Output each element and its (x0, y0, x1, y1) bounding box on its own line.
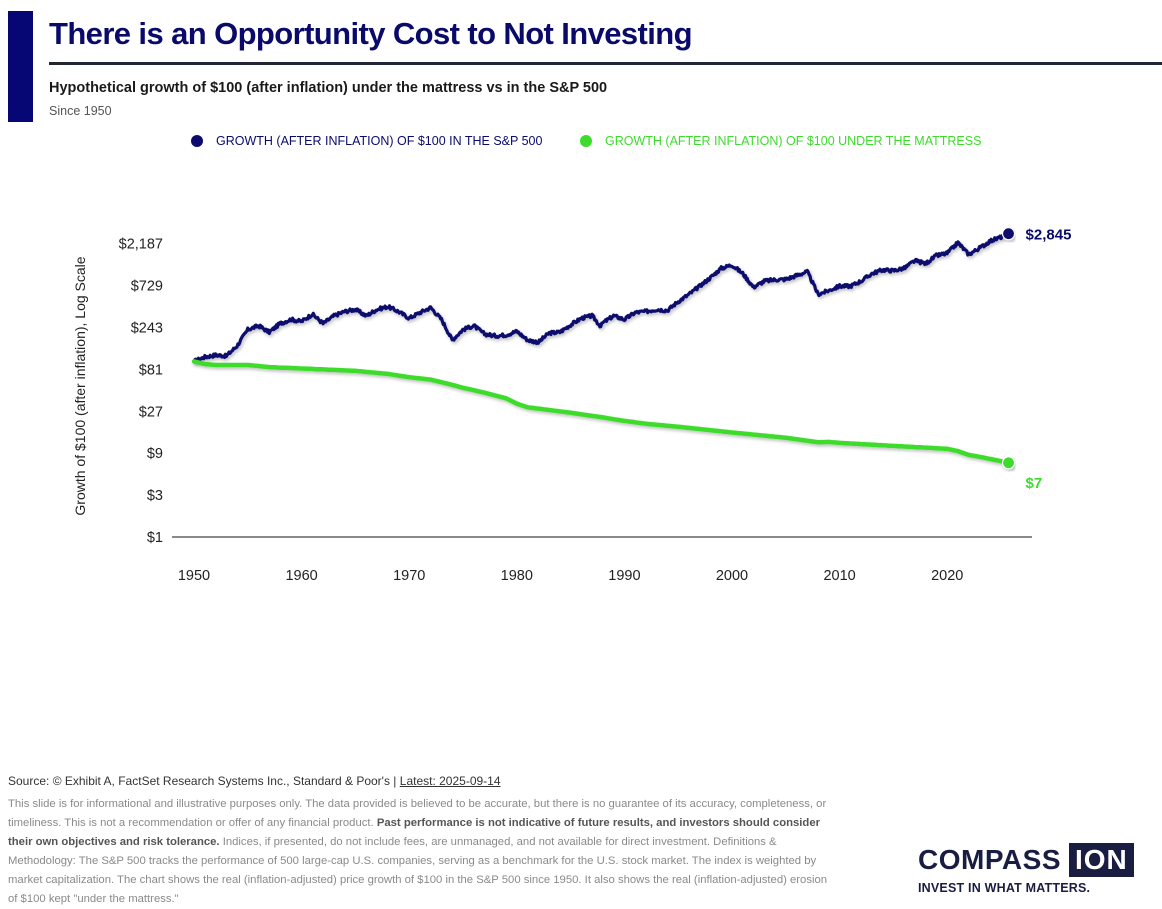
x-tick-label: 1950 (178, 568, 210, 584)
y-tick-label: $81 (139, 362, 163, 378)
mattress-end-label: $7 (1026, 475, 1043, 492)
chart-subtitle: Hypothetical growth of $100 (after infla… (49, 80, 608, 96)
title-divider (49, 62, 1162, 65)
y-tick-label: $729 (131, 279, 163, 295)
legend-label-sp500: GROWTH (AFTER INFLATION) OF $100 IN THE … (216, 134, 543, 148)
latest-date-link[interactable]: Latest: 2025-09-14 (399, 774, 501, 788)
y-tick-label: $2,187 (119, 237, 163, 253)
x-tick-label: 1980 (501, 568, 533, 584)
logo-text-compass: COMPASS (918, 844, 1061, 875)
logo-text-ion: ION (1069, 843, 1134, 877)
logo-tagline: INVEST IN WHAT MATTERS. (918, 881, 1091, 895)
series-group: $2,845 $7 (191, 227, 1072, 492)
x-tick-label: 2010 (823, 568, 855, 584)
disclaimer-text-2: Indices, if presented, do not include fe… (8, 836, 828, 905)
x-tick-label: 1960 (285, 568, 317, 584)
y-axis-ticks: $1 $3 $9 $27 $81 $243 $729 $2,187 (119, 237, 163, 546)
y-tick-label: $3 (147, 488, 163, 504)
x-tick-label: 1990 (608, 568, 640, 584)
legend-label-mattress: GROWTH (AFTER INFLATION) OF $100 UNDER T… (605, 134, 982, 148)
line-chart: Growth of $100 (after inflation), Log Sc… (72, 227, 1072, 584)
disclaimer-text-1: This slide is for informational and illu… (8, 798, 827, 829)
x-tick-label: 2020 (931, 568, 963, 584)
sp500-end-point (1001, 227, 1016, 241)
legend-item-sp500: GROWTH (AFTER INFLATION) OF $100 IN THE … (191, 134, 542, 148)
mattress-end-point (1001, 456, 1016, 470)
sp500-series-line (192, 231, 1011, 364)
y-tick-label: $9 (147, 446, 163, 462)
y-tick-label: $27 (139, 404, 163, 420)
source-note: Source: © Exhibit A, FactSet Research Sy… (8, 774, 501, 788)
disclaimer: This slide is for informational and illu… (8, 795, 838, 909)
accent-bar (8, 11, 33, 122)
chart-legend: GROWTH (AFTER INFLATION) OF $100 IN THE … (0, 134, 1162, 154)
y-axis-title: Growth of $100 (after inflation), Log Sc… (72, 256, 88, 515)
compassion-logo: COMPASS ION INVEST IN WHAT MATTERS. (918, 842, 1158, 895)
legend-item-mattress: GROWTH (AFTER INFLATION) OF $100 UNDER T… (580, 134, 981, 148)
mattress-series-line (191, 359, 1011, 466)
x-tick-label: 2000 (716, 568, 748, 584)
disclaimer-bold: Past performance is not indicative of fu… (8, 817, 821, 848)
legend-dot-icon (580, 135, 592, 147)
page-title: There is an Opportunity Cost to Not Inve… (49, 16, 693, 51)
chart-since-label: Since 1950 (49, 104, 112, 118)
y-tick-label: $1 (147, 530, 163, 546)
legend-dot-icon (191, 135, 203, 147)
sp500-end-label: $2,845 (1026, 227, 1072, 244)
y-tick-label: $243 (131, 321, 163, 337)
x-axis-ticks: 1950 1960 1970 1980 1990 2000 2010 2020 (178, 568, 963, 584)
source-text: Source: © Exhibit A, FactSet Research Sy… (8, 774, 400, 788)
x-tick-label: 1970 (393, 568, 425, 584)
